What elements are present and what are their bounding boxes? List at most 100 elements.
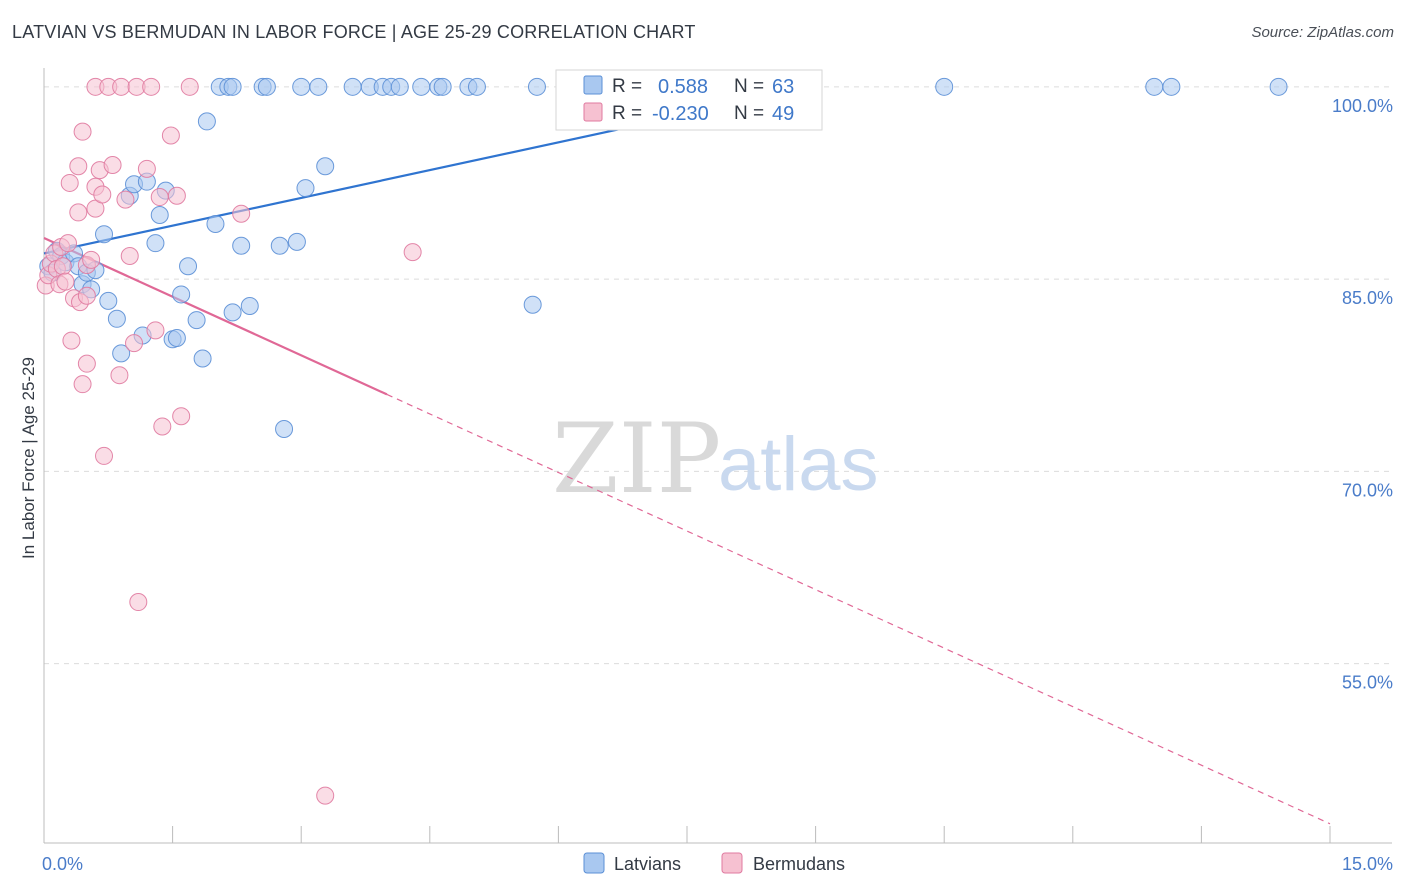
latvians-point-12 [99,291,118,310]
latvians-point-20 [150,205,169,224]
legend-r-label-2: R = [612,103,642,124]
latvians-point-39 [275,420,294,439]
latvians-point-49 [390,77,409,96]
bermudans-trend-extension [386,393,1331,825]
bermudans-point-32 [116,190,135,209]
latvians-point-54 [467,77,486,96]
bermudans-point-10 [60,173,79,192]
bermudans-point-33 [120,246,139,265]
bermudans-point-16 [73,122,92,141]
y-tick-label-0: 55.0% [1342,673,1393,693]
watermark: ZIP atlas [552,403,879,515]
legend-n-label-2: N = [734,103,764,124]
bermudans-point-17 [73,375,92,394]
bermudans-point-44 [172,407,191,426]
y-tick-label-2: 85.0% [1342,288,1393,308]
bermudans-point-41 [153,417,172,436]
latvians-point-42 [296,179,315,198]
bermudans-r-value: -0.230 [652,103,709,125]
y-tick-label-1: 70.0% [1342,480,1393,500]
bermudans-swatch [583,102,603,122]
stats-legend: R = 0.588 N = 63 R = -0.230 N = 49 [555,69,823,131]
bermudans-point-39 [146,321,165,340]
latvians-point-38 [270,236,289,255]
bermudans-point-7 [53,257,72,276]
source-label: Source: ZipAtlas.com [1251,24,1394,41]
bermudans-point-46 [232,204,251,223]
bermudans-point-9 [59,234,78,253]
y-tick-label-3: 100.0% [1332,96,1393,116]
latvians-legend-label: Latvians [614,854,681,874]
latvians-point-37 [257,77,276,96]
latvians-point-52 [433,77,452,96]
bermudans-point-38 [142,77,161,96]
latvians-point-34 [232,236,251,255]
bermudans-point-31 [112,77,131,96]
bermudans-point-40 [150,188,169,207]
legend-n-label-1: N = [734,76,764,97]
latvians-point-27 [193,349,212,368]
bermudans-point-48 [403,243,422,262]
latvians-point-59 [935,77,954,96]
bermudans-point-21 [82,250,101,269]
latvians-point-11 [95,225,114,244]
latvians-point-62 [1269,77,1288,96]
bermudans-point-13 [69,157,88,176]
latvians-legend-swatch [583,852,605,874]
latvians-point-45 [343,77,362,96]
bermudans-point-42 [161,126,180,145]
latvians-point-26 [187,311,206,330]
latvians-point-24 [172,285,191,304]
y-axis-title: In Labor Force | Age 25-29 [19,357,38,559]
latvians-point-41 [292,77,311,96]
y-tick-labels: 55.0% 70.0% 85.0% 100.0% [1332,96,1393,693]
bermudans-point-14 [69,203,88,222]
x-tick-label-1: 15.0% [1342,854,1393,874]
latvians-point-60 [1145,77,1164,96]
latvians-point-40 [287,232,306,251]
latvians-point-14 [112,344,131,363]
bermudans-point-26 [93,185,112,204]
latvians-point-35 [240,296,259,315]
latvians-points [39,77,1288,439]
bermudans-point-29 [103,155,122,174]
latvians-point-13 [107,309,126,328]
latvians-n-value: 63 [772,76,794,98]
series-legend: Latvians Bermudans [583,852,845,874]
latvians-point-55 [523,295,542,314]
latvians-point-61 [1162,77,1181,96]
watermark-atlas: atlas [718,422,879,507]
latvians-point-28 [197,112,216,131]
bermudans-point-43 [167,186,186,205]
x-tick-label-0: 0.0% [42,854,83,874]
bermudans-points [36,77,422,805]
bermudans-point-30 [110,366,129,385]
bermudans-point-27 [95,446,114,465]
x-tick-labels: 0.0% 15.0% [42,854,1393,874]
latvians-point-23 [167,329,186,348]
latvians-r-value: 0.588 [658,76,708,98]
latvians-point-33 [223,303,242,322]
latvians-point-25 [179,257,198,276]
bermudans-point-11 [62,331,81,350]
bermudans-legend-swatch [721,852,743,874]
latvians-point-32 [223,77,242,96]
gridlines [44,86,1392,665]
latvians-swatch [583,75,603,95]
latvians-point-50 [412,77,431,96]
bermudans-point-47 [316,786,335,805]
latvians-point-43 [309,77,328,96]
bermudans-point-8 [56,272,75,291]
watermark-zip: ZIP [552,403,721,515]
latvians-point-29 [206,214,225,233]
latvians-point-19 [146,234,165,253]
latvians-point-56 [527,77,546,96]
bermudans-point-34 [125,334,144,353]
bermudans-n-value: 49 [772,103,794,125]
bermudans-point-37 [137,159,156,178]
chart-title: LATVIAN VS BERMUDAN IN LABOR FORCE | AGE… [12,22,696,42]
bermudans-point-36 [129,593,148,612]
latvians-point-44 [316,157,335,176]
bermudans-point-45 [180,77,199,96]
